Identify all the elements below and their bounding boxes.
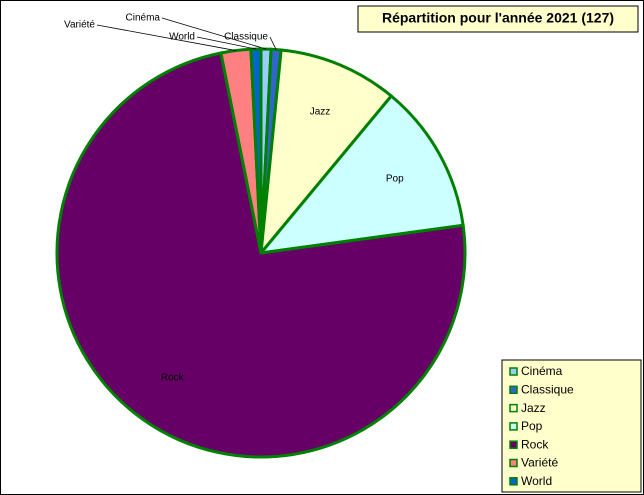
leader-line bbox=[161, 17, 267, 50]
legend-label: Classique bbox=[521, 382, 574, 396]
legend-label: Variété bbox=[521, 456, 558, 470]
legend-swatch bbox=[509, 403, 518, 413]
title-box bbox=[357, 5, 639, 33]
pie-slice bbox=[257, 93, 465, 256]
pie-slice bbox=[55, 51, 467, 459]
legend-box bbox=[501, 359, 642, 493]
slice-label: Pop bbox=[386, 173, 404, 184]
legend-swatch bbox=[509, 440, 518, 449]
chart-title: Répartition pour l'année 2021 (127) bbox=[382, 10, 614, 26]
legend-label: World bbox=[521, 474, 552, 488]
leader-line bbox=[196, 36, 257, 50]
slice-label: Rock bbox=[161, 372, 185, 383]
slice-label: Cinéma bbox=[126, 13, 161, 24]
pie-slice bbox=[259, 48, 394, 258]
legend-label: Rock bbox=[521, 437, 549, 451]
legend-swatch bbox=[509, 385, 518, 395]
legend-label: Pop bbox=[521, 419, 543, 433]
legend-label: Cinéma bbox=[521, 364, 563, 378]
slice-label: Jazz bbox=[310, 106, 331, 117]
slice-label: World bbox=[169, 32, 195, 43]
legend-label: Jazz bbox=[521, 401, 546, 415]
slice-label: Variété bbox=[64, 20, 95, 31]
legend-swatch bbox=[509, 367, 518, 376]
slice-label: Classique bbox=[224, 32, 268, 43]
legend-swatch bbox=[509, 477, 518, 486]
leader-line bbox=[96, 24, 236, 51]
leader-line bbox=[269, 36, 277, 50]
legend-swatch bbox=[509, 458, 518, 468]
legend-swatch bbox=[509, 422, 518, 431]
